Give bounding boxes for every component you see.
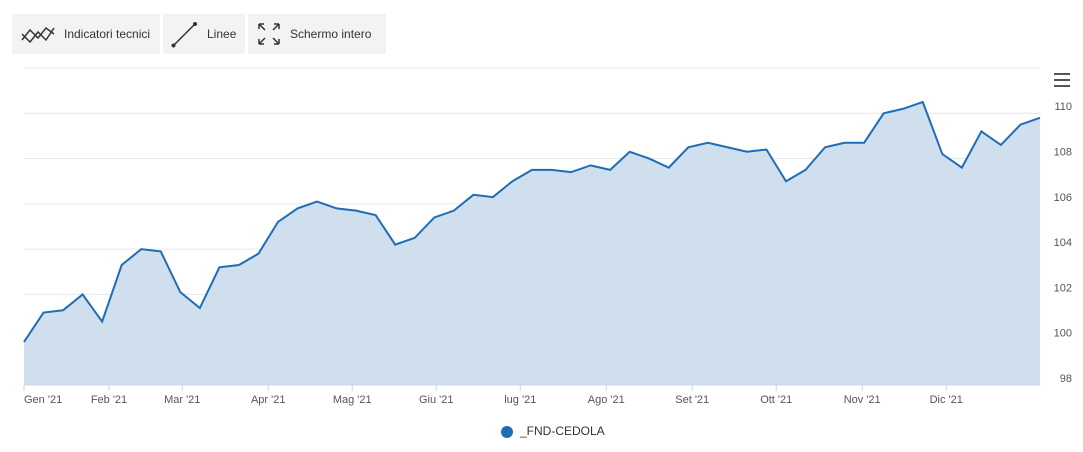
button-label: Schermo intero [290,27,372,41]
icon [21,26,55,44]
x-tick-label: lug '21 [504,394,536,406]
x-tick-label: Nov '21 [844,394,881,406]
y-tick-label: 106 [1054,192,1072,204]
lines-button[interactable]: Linee [163,14,245,54]
x-tick-label: Gen '21 [24,394,62,406]
y-tick-label: 110 [1054,101,1072,113]
y-tick-label: 102 [1054,282,1072,294]
y-tick-label: 100 [1054,328,1072,340]
button-label: Linee [207,27,237,41]
x-tick-label: Set '21 [675,394,709,406]
icon [258,23,280,45]
fullscreen-button[interactable]: Schermo intero [248,14,386,54]
x-tick-label: Mag '21 [333,394,372,406]
area [24,101,1040,385]
x-tick-label: Ago '21 [588,394,625,406]
y-tick-label: 108 [1054,146,1072,158]
x-tick-label: Ott '21 [760,394,792,406]
line [23,100,1041,343]
legend-label[interactable]: _FND-CEDOLA [519,424,605,438]
x-tick-label: Apr '21 [251,394,286,406]
x-tick-label: Giu '21 [419,394,454,406]
button-label: Indicatori tecnici [64,27,151,41]
x-tick-label: Feb '21 [91,394,127,406]
legend-marker [501,426,513,438]
y-tick-label: 98 [1060,373,1072,385]
menu-icon[interactable] [1054,73,1070,87]
indicators-button[interactable]: Indicatori tecnici [12,14,160,54]
x-tick-label: Mar '21 [164,394,200,406]
y-tick-label: 104 [1054,237,1072,249]
x-tick-label: Dic '21 [930,394,963,406]
icon [171,22,197,48]
